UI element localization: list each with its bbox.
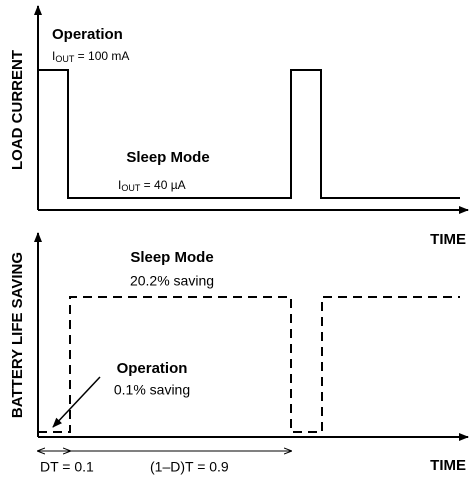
pointer-arrow bbox=[52, 376, 101, 428]
label: DT = 0.1 bbox=[40, 459, 94, 475]
label: IOUT = 40 µA bbox=[118, 178, 186, 193]
axis-label: BATTERY LIFE SAVING bbox=[9, 252, 26, 418]
label: 20.2% saving bbox=[130, 273, 214, 289]
label: Operation bbox=[117, 360, 188, 377]
axis-label: LOAD CURRENT bbox=[9, 50, 26, 170]
label: Sleep Mode bbox=[126, 149, 209, 166]
label: 0.1% saving bbox=[114, 382, 190, 398]
time-label: TIME bbox=[430, 231, 466, 248]
label: Operation bbox=[52, 26, 123, 43]
label: IOUT = 100 mA bbox=[52, 49, 129, 64]
saving-waveform bbox=[38, 296, 460, 433]
label: Sleep Mode bbox=[130, 249, 213, 266]
current-waveform bbox=[38, 69, 460, 199]
time-label: TIME bbox=[430, 457, 466, 474]
label: (1–D)T = 0.9 bbox=[150, 459, 229, 475]
